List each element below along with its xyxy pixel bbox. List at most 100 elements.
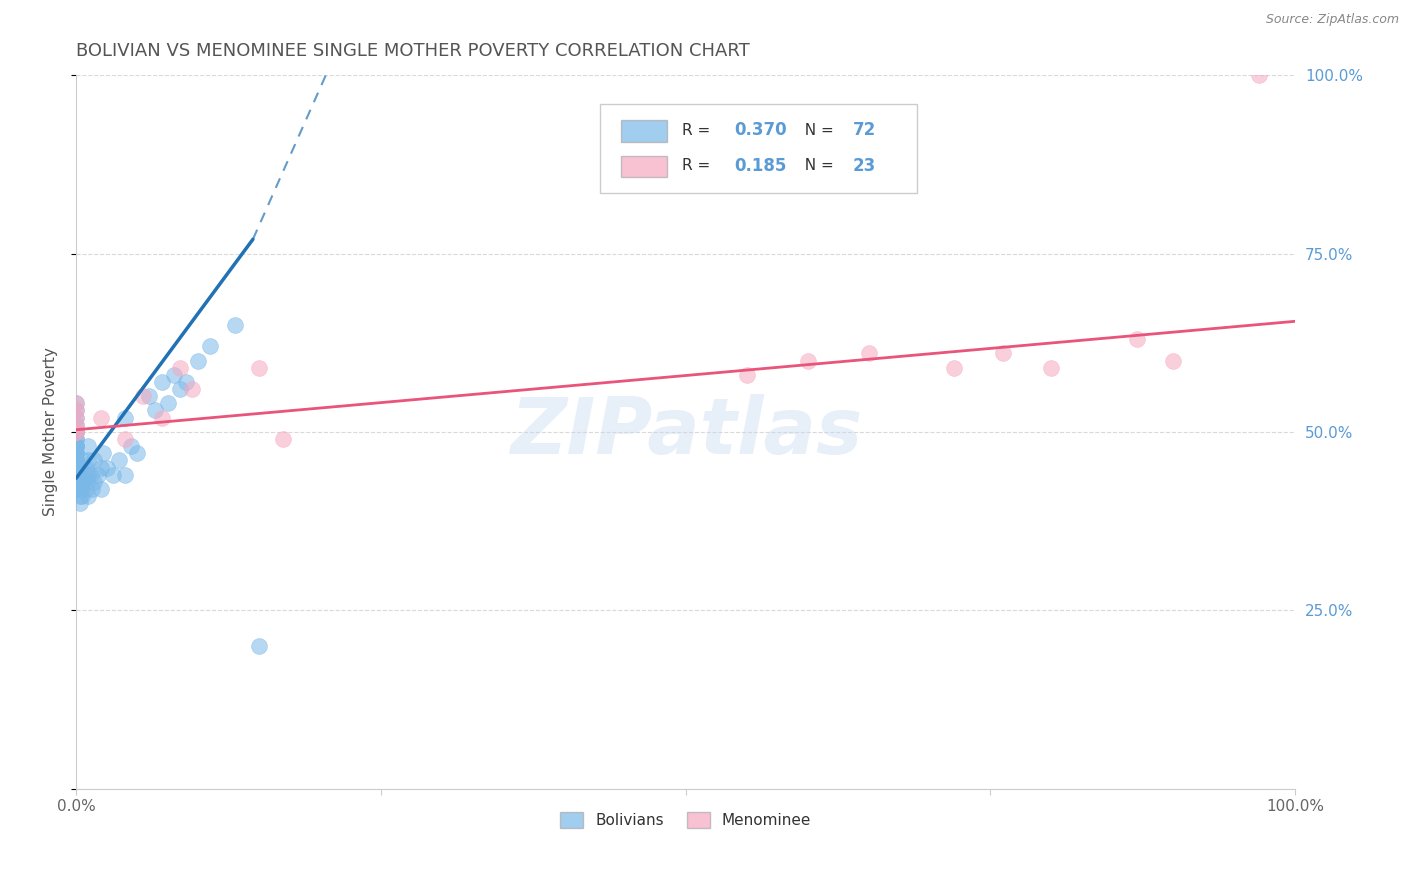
Point [77, 489, 100, 503]
Y-axis label: Single Mother Poverty: Single Mother Poverty [44, 347, 58, 516]
Point [138, 389, 160, 403]
Point [114, 467, 136, 482]
Point [200, 339, 222, 353]
Text: 0.370: 0.370 [734, 121, 787, 139]
Point [1247, 68, 1270, 82]
Point [65, 396, 87, 410]
Point [65, 453, 87, 467]
Point [65, 475, 87, 489]
Point [145, 403, 167, 417]
Point [69, 496, 91, 510]
Point [65, 439, 87, 453]
Point [156, 396, 179, 410]
Point [65, 410, 87, 425]
Point [796, 353, 818, 368]
Point [72, 453, 94, 467]
Point [174, 375, 197, 389]
Point [72, 489, 94, 503]
Point [108, 453, 131, 467]
Point [65, 446, 87, 460]
Point [187, 353, 209, 368]
Point [150, 410, 173, 425]
Point [87, 467, 110, 482]
Point [90, 410, 112, 425]
Point [127, 446, 149, 460]
Point [65, 446, 87, 460]
Point [65, 403, 87, 417]
Point [942, 360, 965, 375]
FancyBboxPatch shape [621, 120, 668, 142]
Point [90, 460, 112, 475]
Point [65, 425, 87, 439]
Point [65, 467, 87, 482]
Point [247, 360, 270, 375]
Point [1040, 360, 1063, 375]
Point [65, 425, 87, 439]
Point [169, 382, 191, 396]
Point [70, 482, 93, 496]
Point [69, 460, 91, 475]
Point [65, 460, 87, 475]
Point [65, 475, 87, 489]
Text: ZIPatlas: ZIPatlas [509, 394, 862, 470]
Point [77, 439, 100, 453]
Point [65, 482, 87, 496]
Point [83, 453, 105, 467]
Point [65, 410, 87, 425]
Point [65, 460, 87, 475]
Point [1125, 332, 1147, 346]
Point [65, 460, 87, 475]
Point [80, 482, 103, 496]
Point [83, 475, 105, 489]
Point [181, 382, 204, 396]
Point [65, 439, 87, 453]
Point [150, 375, 173, 389]
Point [1161, 353, 1184, 368]
Point [76, 475, 98, 489]
Point [65, 425, 87, 439]
Point [75, 460, 97, 475]
Point [65, 446, 87, 460]
Point [69, 489, 91, 503]
Point [65, 425, 87, 439]
Point [991, 346, 1014, 360]
Text: N =: N = [796, 122, 839, 137]
Point [273, 432, 295, 446]
Point [120, 439, 142, 453]
Point [91, 446, 114, 460]
Point [96, 460, 118, 475]
FancyBboxPatch shape [600, 103, 917, 193]
Text: Source: ZipAtlas.com: Source: ZipAtlas.com [1265, 13, 1399, 27]
Point [132, 389, 155, 403]
Point [65, 460, 87, 475]
Point [65, 432, 87, 446]
Point [247, 639, 270, 653]
Point [77, 467, 100, 482]
Legend: Bolivians, Menominee: Bolivians, Menominee [554, 806, 817, 834]
FancyBboxPatch shape [621, 156, 668, 178]
Point [65, 460, 87, 475]
Point [65, 453, 87, 467]
Point [90, 482, 112, 496]
Point [65, 482, 87, 496]
Point [65, 467, 87, 482]
Point [65, 439, 87, 453]
Point [114, 410, 136, 425]
Text: 0.185: 0.185 [734, 157, 787, 175]
Point [169, 360, 191, 375]
Point [858, 346, 880, 360]
Text: BOLIVIAN VS MENOMINEE SINGLE MOTHER POVERTY CORRELATION CHART: BOLIVIAN VS MENOMINEE SINGLE MOTHER POVE… [76, 42, 749, 60]
Text: 23: 23 [852, 157, 876, 175]
Point [163, 368, 186, 382]
Text: 72: 72 [852, 121, 876, 139]
Point [65, 453, 87, 467]
Point [77, 453, 100, 467]
Text: R =: R = [682, 158, 716, 173]
Text: N =: N = [796, 158, 839, 173]
Text: R =: R = [682, 122, 716, 137]
Point [224, 318, 246, 332]
Point [65, 439, 87, 453]
Point [65, 403, 87, 417]
Point [65, 432, 87, 446]
Point [72, 475, 94, 489]
